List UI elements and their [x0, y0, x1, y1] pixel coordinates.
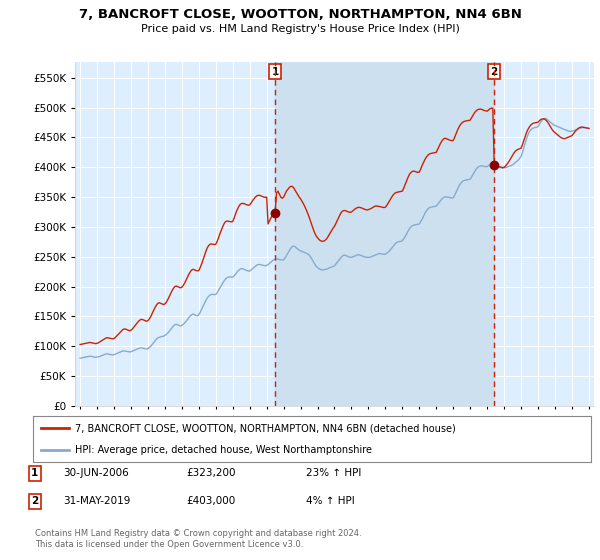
Bar: [275, 62, 494, 406]
Text: 23% ↑ HPI: 23% ↑ HPI: [306, 468, 361, 478]
Text: 2: 2: [31, 496, 38, 506]
Text: 2: 2: [491, 67, 498, 77]
Text: 4% ↑ HPI: 4% ↑ HPI: [306, 496, 355, 506]
Text: £403,000: £403,000: [186, 496, 235, 506]
Text: HPI: Average price, detached house, West Northamptonshire: HPI: Average price, detached house, West…: [75, 445, 372, 455]
Text: Price paid vs. HM Land Registry's House Price Index (HPI): Price paid vs. HM Land Registry's House …: [140, 24, 460, 34]
Text: 1: 1: [31, 468, 38, 478]
Text: £323,200: £323,200: [186, 468, 235, 478]
Text: 30-JUN-2006: 30-JUN-2006: [63, 468, 129, 478]
Text: Contains HM Land Registry data © Crown copyright and database right 2024.
This d: Contains HM Land Registry data © Crown c…: [35, 529, 361, 549]
Text: 1: 1: [272, 67, 279, 77]
Text: 7, BANCROFT CLOSE, WOOTTON, NORTHAMPTON, NN4 6BN (detached house): 7, BANCROFT CLOSE, WOOTTON, NORTHAMPTON,…: [75, 423, 455, 433]
Text: 31-MAY-2019: 31-MAY-2019: [63, 496, 130, 506]
Text: 7, BANCROFT CLOSE, WOOTTON, NORTHAMPTON, NN4 6BN: 7, BANCROFT CLOSE, WOOTTON, NORTHAMPTON,…: [79, 8, 521, 21]
